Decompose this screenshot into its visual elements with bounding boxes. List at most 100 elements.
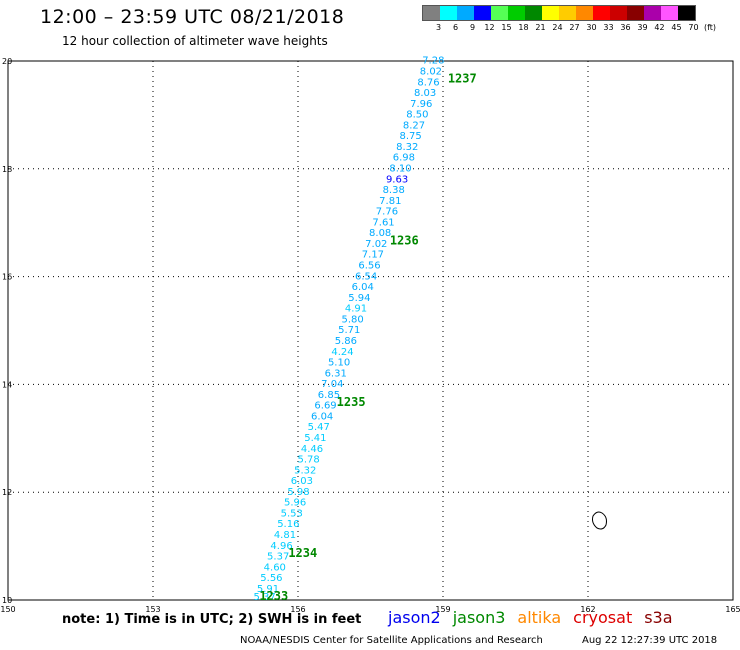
legend-swatch: [576, 6, 593, 20]
pass-number-label: 1233: [259, 589, 288, 603]
legend-label: 24: [552, 23, 563, 32]
wave-height-value: 6.04: [352, 282, 374, 293]
wave-height-value: 4.24: [331, 347, 353, 358]
wave-height-value: 7.02: [365, 239, 387, 250]
wave-height-value: 5.96: [284, 498, 306, 509]
y-tick-label: 18: [2, 165, 12, 174]
y-tick-label: 14: [2, 380, 12, 389]
legend-swatch: [423, 6, 440, 20]
legend-label: 15: [501, 23, 512, 32]
wave-height-value: 7.76: [376, 207, 398, 218]
satellite-name: jason3: [452, 608, 506, 627]
wave-height-value: 4.96: [270, 541, 292, 552]
wave-height-value: 8.27: [403, 120, 425, 131]
legend-label: 18: [518, 23, 529, 32]
satellite-name: s3a: [644, 608, 673, 627]
wave-height-value: 5.78: [298, 455, 320, 466]
legend-swatch: [593, 6, 610, 20]
legend-swatch: [440, 6, 457, 20]
wave-height-value: 8.02: [420, 66, 442, 77]
legend-swatch: [627, 6, 644, 20]
wave-height-value: 9.63: [386, 174, 408, 185]
map-title: 12:00 – 23:59 UTC 08/21/2018: [40, 6, 345, 28]
y-tick-label: 12: [2, 488, 12, 497]
wave-height-value: 8.75: [399, 131, 421, 142]
wave-height-value: 7.81: [379, 196, 401, 207]
satellite-name: cryosat: [573, 608, 633, 627]
legend-swatch: [661, 6, 678, 20]
wave-height-value: 4.81: [274, 530, 296, 541]
legend-label: 30: [586, 23, 597, 32]
satellite-name: jason2: [388, 608, 441, 627]
y-tick-label: 20: [2, 57, 12, 66]
legend-label: 6: [452, 23, 459, 32]
legend-swatch: [610, 6, 627, 20]
wave-height-value: 5.10: [328, 358, 350, 369]
credit-text: NOAA/NESDIS Center for Satellite Applica…: [240, 635, 543, 646]
wave-height-value: 6.56: [358, 261, 380, 272]
wave-height-value: 7.17: [362, 250, 384, 261]
wave-height-value: 6.85: [318, 390, 340, 401]
wave-height-value: 5.86: [335, 336, 357, 347]
legend-label: 21: [535, 23, 546, 32]
wave-height-value: 7.04: [321, 379, 343, 390]
legend-label: 33: [603, 23, 614, 32]
wave-height-value: 8.38: [383, 185, 405, 196]
legend-swatch: [474, 6, 491, 20]
pass-number-label: 1236: [390, 233, 419, 247]
wave-height-value: 6.98: [393, 153, 415, 164]
wave-height-value: 5.37: [267, 552, 289, 563]
legend-swatch: [457, 6, 474, 20]
wave-height-value: 5.47: [308, 422, 330, 433]
wave-height-value: 4.60: [264, 562, 286, 573]
wave-height-value: 5.37: [254, 592, 276, 603]
pass-number-label: 1235: [337, 395, 366, 409]
legend-swatch: [644, 6, 661, 20]
pass-number-label: 1234: [288, 546, 317, 560]
wave-height-value: 4.46: [301, 444, 323, 455]
wave-height-value: 6.54: [355, 271, 377, 282]
legend-swatch: [678, 6, 695, 20]
legend-swatch: [559, 6, 576, 20]
wave-height-value: 5.98: [287, 487, 309, 498]
timestamp: Aug 22 12:27:39 UTC 2018: [582, 635, 718, 646]
wave-height-value: 6.03: [291, 476, 313, 487]
wave-height-value: 5.16: [277, 519, 299, 530]
pass-number-label: 1237: [448, 72, 477, 86]
footer-note: note: 1) Time is in UTC; 2) SWH is in fe…: [62, 612, 362, 627]
island-outline: [592, 511, 607, 530]
x-tick-label: 159: [435, 605, 450, 614]
x-tick-label: 153: [145, 605, 160, 614]
legend-label: 27: [569, 23, 580, 32]
wave-height-value: 4.91: [345, 304, 367, 315]
wave-height-value: 8.08: [369, 228, 391, 239]
legend-label: 45: [671, 23, 682, 32]
legend-color-bar: [422, 5, 696, 21]
satellite-name: altika: [517, 608, 562, 627]
legend-swatch: [508, 6, 525, 20]
legend-swatch: [542, 6, 559, 20]
wave-height-value: 5.94: [348, 293, 370, 304]
wave-height-value: 7.61: [372, 217, 394, 228]
legend-swatch: [525, 6, 542, 20]
map-subtitle: 12 hour collection of altimeter wave hei…: [62, 34, 328, 48]
legend-label: 12: [484, 23, 495, 32]
x-tick-label: 156: [290, 605, 305, 614]
legend-unit: (ft): [703, 23, 717, 32]
wave-height-value: 5.91: [257, 584, 279, 595]
wave-height-value: 6.31: [325, 368, 347, 379]
legend-swatch: [491, 6, 508, 20]
legend-label: 70: [688, 23, 699, 32]
wave-height-value: 5.53: [281, 508, 303, 519]
x-tick-label: 150: [0, 605, 15, 614]
legend-label: 3: [435, 23, 442, 32]
x-tick-label: 165: [725, 605, 740, 614]
x-tick-label: 162: [580, 605, 595, 614]
legend-label: 36: [620, 23, 631, 32]
wave-height-value: 8.50: [406, 110, 428, 121]
wave-height-value: 6.04: [311, 411, 333, 422]
satellite-key: jason2 jason3 altika cryosat s3a: [388, 608, 685, 627]
wave-height-value: 8.32: [396, 142, 418, 153]
wave-height-value: 5.56: [260, 573, 282, 584]
